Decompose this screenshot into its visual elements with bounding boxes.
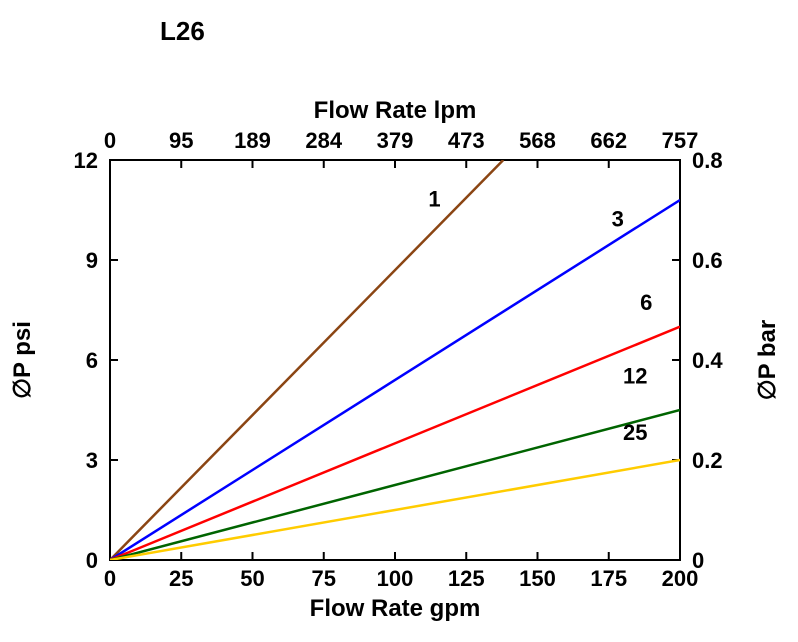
x-top-title: Flow Rate lpm (314, 97, 477, 124)
y-right-title: ∅P bar (754, 320, 781, 401)
y-left-title: ∅P psi (9, 321, 36, 399)
x-bottom-tick-label: 150 (519, 566, 556, 591)
y-right-tick-label: 0.8 (692, 148, 723, 173)
y-left-tick-label: 9 (86, 248, 98, 273)
x-top-tick-label: 568 (519, 128, 556, 153)
y-left-tick-label: 12 (74, 148, 98, 173)
series-label-1: 1 (428, 187, 440, 212)
y-right-tick-label: 0.4 (692, 348, 723, 373)
x-top-tick-label: 473 (448, 128, 485, 153)
x-top-tick-label: 95 (169, 128, 193, 153)
y-left-tick-label: 0 (86, 548, 98, 573)
series-label-6: 6 (640, 290, 652, 315)
x-bottom-title: Flow Rate gpm (310, 595, 481, 622)
x-bottom-tick-label: 50 (240, 566, 264, 591)
y-right-tick-label: 0.6 (692, 248, 723, 273)
x-top-tick-label: 379 (377, 128, 414, 153)
series-label-3: 3 (612, 207, 624, 232)
y-left-tick-label: 6 (86, 348, 98, 373)
y-left-tick-label: 3 (86, 448, 98, 473)
series-label-12: 12 (623, 363, 647, 388)
x-top-tick-label: 662 (590, 128, 627, 153)
y-right-tick-label: 0 (692, 548, 704, 573)
series-label-25: 25 (623, 420, 647, 445)
x-bottom-tick-label: 100 (377, 566, 414, 591)
x-bottom-tick-label: 125 (448, 566, 485, 591)
chart-title: L26 (160, 16, 205, 46)
chart-svg: L260255075100125150175200Flow Rate gpm09… (0, 0, 798, 642)
x-bottom-tick-label: 75 (312, 566, 336, 591)
chart-container: L260255075100125150175200Flow Rate gpm09… (0, 0, 798, 642)
x-top-tick-label: 189 (234, 128, 271, 153)
x-bottom-tick-label: 0 (104, 566, 116, 591)
x-bottom-tick-label: 175 (590, 566, 627, 591)
x-top-tick-label: 284 (305, 128, 342, 153)
x-top-tick-label: 0 (104, 128, 116, 153)
x-bottom-tick-label: 25 (169, 566, 193, 591)
y-right-tick-label: 0.2 (692, 448, 723, 473)
